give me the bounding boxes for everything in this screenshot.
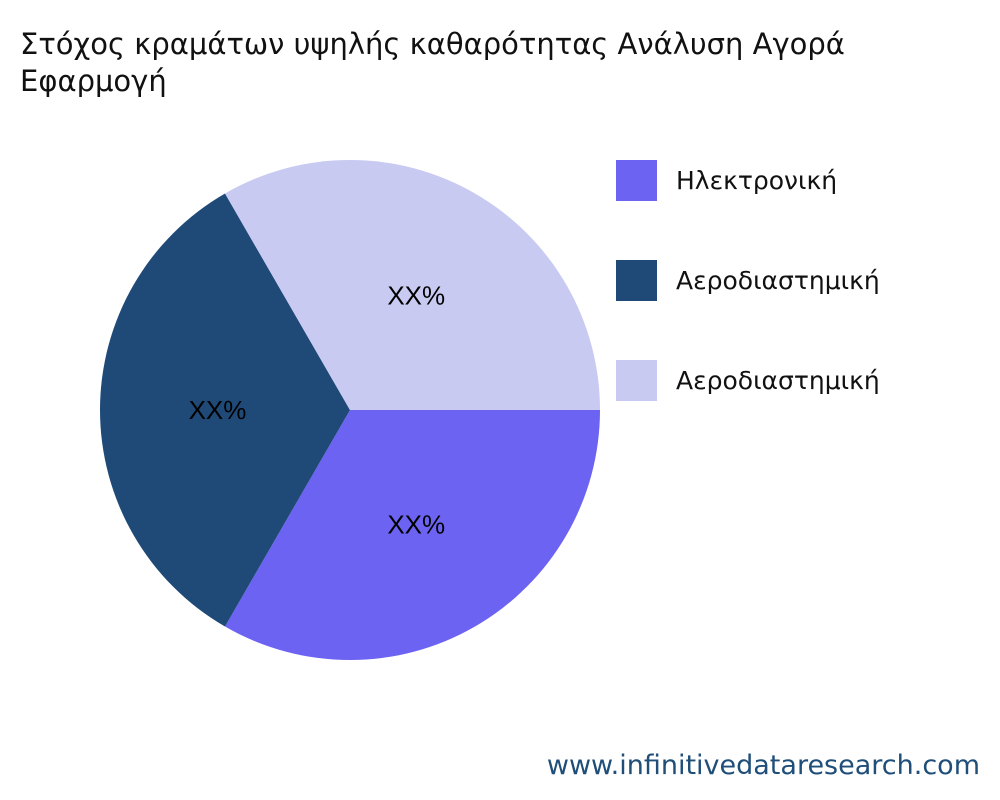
legend-swatch xyxy=(616,159,657,201)
slice-data-label-0: XX% xyxy=(387,510,445,540)
legend-item-1: Αεροδιαστημική xyxy=(616,259,880,301)
chart-title: Στόχος κραμάτων υψηλής καθαρότητας Ανάλυ… xyxy=(20,26,1000,100)
legend-item-0: Ηλεκτρονική xyxy=(616,159,837,201)
legend-swatch xyxy=(616,259,657,301)
chart-title-line-2: Εφαρμογή xyxy=(20,64,167,98)
legend-label: Αεροδιαστημική xyxy=(676,365,880,395)
slice-data-label-2: XX% xyxy=(387,280,445,310)
legend-swatch xyxy=(616,359,657,401)
chart-title-line-1: Στόχος κραμάτων υψηλής καθαρότητας Ανάλυ… xyxy=(20,27,845,61)
legend-label: Αεροδιαστημική xyxy=(676,265,880,295)
legend-item-2: Αεροδιαστημική xyxy=(616,359,880,401)
legend-label: Ηλεκτρονική xyxy=(676,165,838,195)
slice-data-label-1: XX% xyxy=(189,395,247,425)
footer-url[interactable]: www.infinitivedataresearch.com xyxy=(546,750,980,781)
pie-slice-0 xyxy=(225,410,600,660)
pie-slice-2 xyxy=(225,160,600,410)
